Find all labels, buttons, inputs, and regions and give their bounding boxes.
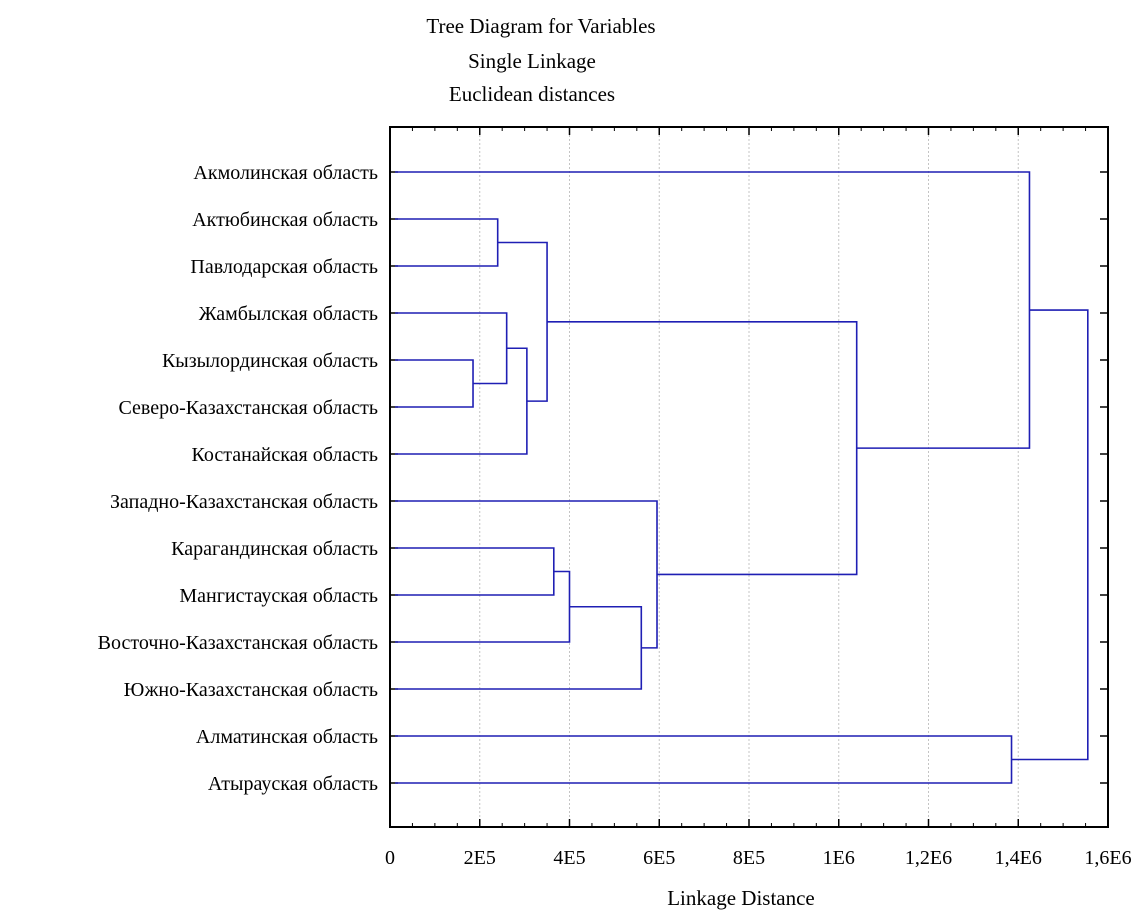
dendrogram-merge xyxy=(395,548,554,595)
leaf-label: Кызылординская область xyxy=(162,350,378,372)
dendrogram-merge xyxy=(395,607,641,689)
leaf-label: Северо-Казахстанская область xyxy=(118,397,378,419)
leaf-label: Костанайская область xyxy=(191,444,378,466)
dendrogram-merge xyxy=(395,313,507,384)
chart-subtitle-linkage: Single Linkage xyxy=(468,49,596,73)
dendrogram-merge xyxy=(395,501,657,648)
x-tick-label: 1E6 xyxy=(823,847,855,869)
dendrogram-merge xyxy=(547,322,857,575)
leaf-label: Жамбылская область xyxy=(199,303,378,325)
chart-title: Tree Diagram for Variables xyxy=(426,14,655,38)
x-tick-label: 1,2E6 xyxy=(905,847,952,869)
dendrogram-merge xyxy=(395,172,1029,448)
grid-lines xyxy=(480,127,1019,827)
x-tick-label: 1,4E6 xyxy=(995,847,1042,869)
x-tick-label: 4E5 xyxy=(553,847,585,869)
dendrogram-merge xyxy=(498,243,547,402)
x-axis-title: Linkage Distance xyxy=(667,886,815,910)
dendrogram-merge xyxy=(395,219,498,266)
dendrogram-merge xyxy=(395,572,570,643)
leaf-label: Восточно-Казахстанская область xyxy=(98,632,378,654)
x-tick-labels: 0 2E5 4E5 6E5 8E5 1E6 1,2E6 1,4E6 1,6E6 xyxy=(385,847,1132,869)
leaf-label: Атырауская область xyxy=(208,773,378,795)
dendrogram-branches xyxy=(395,172,1088,783)
leaf-label: Мангистауская область xyxy=(179,585,378,607)
leaf-label: Карагандинская область xyxy=(171,538,378,560)
x-tick-label: 8E5 xyxy=(733,847,765,869)
dendrogram-merge xyxy=(395,360,473,407)
leaf-label: Акмолинская область xyxy=(193,162,378,184)
x-tick-label: 2E5 xyxy=(464,847,496,869)
chart-subtitle-distance: Euclidean distances xyxy=(449,82,615,106)
dendrogram-merge xyxy=(395,736,1012,783)
leaf-labels: Акмолинская область Актюбинская область Па… xyxy=(98,162,378,795)
leaf-label: Южно-Казахстанская область xyxy=(124,679,378,701)
leaf-label: Павлодарская область xyxy=(190,256,378,278)
x-tick-label: 6E5 xyxy=(643,847,675,869)
leaf-label: Актюбинская область xyxy=(192,209,378,231)
x-tick-label: 1,6E6 xyxy=(1084,847,1131,869)
x-tick-label: 0 xyxy=(385,847,395,869)
dendrogram-merge xyxy=(1012,310,1088,759)
leaf-label: Западно-Казахстанская область xyxy=(110,491,378,513)
leaf-label: Алматинская область xyxy=(196,726,378,748)
